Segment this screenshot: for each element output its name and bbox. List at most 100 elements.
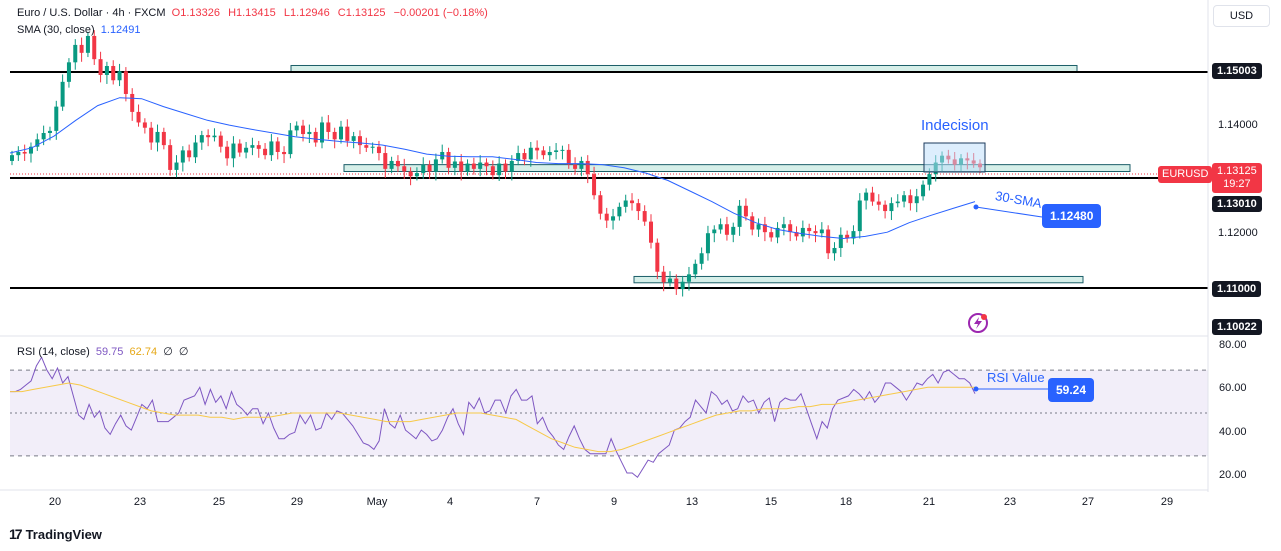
candle	[85, 31, 90, 58]
time-axis-tick: 18	[839, 496, 853, 508]
candle	[895, 194, 900, 208]
candle	[294, 121, 299, 137]
candle	[655, 238, 660, 280]
candle-body	[674, 278, 679, 290]
candle-body	[484, 162, 489, 167]
candle	[554, 143, 559, 160]
candle-body	[345, 126, 350, 141]
close-value: C1.13125	[337, 7, 386, 19]
time-axis-tick: 27	[1081, 496, 1095, 508]
candle	[225, 140, 230, 166]
candle-body	[857, 200, 862, 232]
candle-body	[408, 171, 413, 177]
currency-button[interactable]: USD	[1213, 5, 1270, 27]
candle	[269, 134, 274, 161]
indecision-label: Indecision	[921, 117, 989, 134]
candle-body	[585, 160, 590, 175]
candle-body	[92, 35, 97, 60]
candle	[737, 199, 742, 236]
candle-body	[199, 135, 204, 143]
candle-body	[244, 147, 249, 153]
candle-body	[446, 151, 451, 168]
candle-body	[724, 224, 729, 235]
candle	[908, 189, 913, 211]
candle-body	[402, 166, 407, 172]
annotation-shapes	[923, 142, 1048, 392]
candle-body	[788, 224, 793, 233]
candle	[218, 131, 223, 153]
chart-header: Euro / U.S. Dollar · 4h · FXCM O1.13326 …	[17, 7, 493, 19]
bar-countdown: 19:27	[1223, 178, 1251, 190]
candle	[376, 140, 381, 161]
candle-body	[750, 216, 755, 230]
candle-body	[636, 203, 641, 212]
last-price-value: 1.13125	[1217, 165, 1257, 177]
candle-body	[79, 44, 84, 53]
candle-body	[180, 150, 185, 163]
candle-body	[560, 149, 565, 151]
candle-body	[516, 153, 521, 161]
candle	[547, 146, 552, 161]
candle-body	[212, 135, 217, 138]
candle	[781, 216, 786, 236]
candle-body	[395, 160, 400, 167]
candle-body	[427, 164, 432, 172]
candle-body	[598, 195, 603, 214]
candle-body	[206, 135, 211, 138]
candle	[395, 155, 400, 173]
candle	[402, 158, 407, 179]
sma-legend[interactable]: SMA (30, close) 1.12491	[17, 24, 141, 36]
candle	[705, 225, 710, 261]
candle-body	[161, 131, 166, 146]
time-axis-tick: 7	[533, 496, 541, 508]
candle	[680, 275, 685, 297]
candle	[693, 259, 698, 279]
candle	[357, 130, 362, 155]
time-axis-tick: 4	[446, 496, 454, 508]
candle-body	[838, 234, 843, 248]
candle-body	[509, 160, 514, 172]
candle-body	[66, 62, 71, 82]
candle-body	[813, 231, 818, 234]
time-axis-tick: 21	[922, 496, 936, 508]
candle-body	[357, 136, 362, 146]
candle-body	[686, 274, 691, 282]
candle	[452, 155, 457, 176]
candle-body	[604, 213, 609, 221]
candle	[307, 124, 312, 144]
candle-body	[914, 196, 919, 204]
symbol-tag: EURUSD	[1158, 166, 1213, 183]
candle	[459, 154, 464, 181]
candle-body	[263, 148, 268, 156]
rsi-legend[interactable]: RSI (14, close) 59.75 62.74 ∅ ∅	[17, 345, 189, 358]
candle	[79, 37, 84, 62]
candle-body	[769, 232, 774, 238]
candle-body	[155, 131, 160, 143]
candle-body	[832, 247, 837, 254]
candle	[60, 74, 65, 111]
candle-body	[528, 147, 533, 160]
candle	[876, 194, 881, 211]
candle	[35, 133, 40, 151]
lightning-alert-icon[interactable]	[967, 312, 989, 334]
candle	[440, 144, 445, 164]
candle	[712, 225, 717, 243]
candle-body	[130, 93, 135, 112]
candle	[490, 160, 495, 180]
time-axis-tick: 9	[610, 496, 618, 508]
rsi-legend-value: 59.75	[95, 346, 124, 358]
candle-body	[193, 142, 198, 158]
candle	[193, 135, 198, 164]
candle-body	[149, 127, 154, 143]
candle-body	[756, 224, 761, 230]
candle	[642, 205, 647, 226]
candle-body	[269, 141, 274, 156]
candle	[579, 156, 584, 177]
candle	[516, 145, 521, 166]
candle	[800, 220, 805, 243]
candle-body	[902, 195, 907, 202]
candle	[187, 144, 192, 162]
candle	[313, 127, 318, 147]
candle	[104, 61, 109, 84]
